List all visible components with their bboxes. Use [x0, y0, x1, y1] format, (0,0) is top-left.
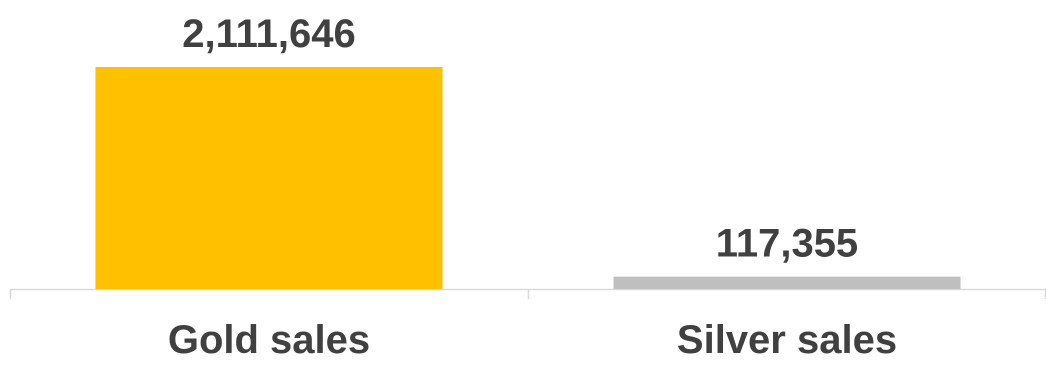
- x-tick-label: Gold sales: [168, 318, 370, 361]
- bar-silver-sales: [613, 276, 961, 289]
- data-label: 117,355: [716, 222, 858, 266]
- x-tick-label: Silver sales: [677, 318, 897, 361]
- bar-gold-sales: [95, 67, 443, 289]
- data-label: 2,111,646: [182, 12, 356, 56]
